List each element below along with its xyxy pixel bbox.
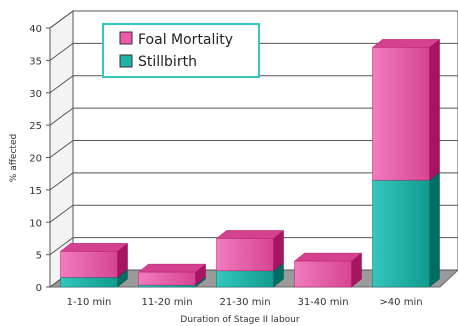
grid-diagonal [49, 172, 74, 191]
x-axis-ticks: 1-10 min 11-20 min 21-30 min 31-40 min >40 m… [67, 297, 423, 308]
bar-foal-mortality [216, 238, 274, 272]
y-axis-title: % affected [9, 134, 19, 182]
y-tick-label: 25 [29, 121, 42, 132]
x-tick-label: >40 min [379, 297, 422, 308]
bar-stillbirth [138, 284, 196, 288]
bar-stillbirth [372, 179, 430, 288]
legend-swatch-stillbirth [119, 54, 133, 68]
bar-foal-mortality [294, 260, 352, 288]
grid-diagonal [49, 107, 74, 126]
grid-diagonal [49, 204, 74, 223]
y-tick-label: 40 [29, 24, 42, 35]
x-axis-title: Duration of Stage II labour [180, 315, 299, 325]
y-tick-label: 30 [29, 89, 42, 100]
bar-foal-mortality [372, 47, 430, 181]
y-tick-label: 5 [36, 251, 42, 262]
bar-stillbirth [60, 277, 118, 288]
bar-stillbirth [216, 270, 274, 288]
bar-top-foal-mortality [215, 230, 285, 239]
x-tick-label: 31-40 min [297, 297, 348, 308]
bar-top-foal-mortality [59, 243, 129, 252]
y-axis-ticks: 0 5 10 15 20 25 30 35 40 [29, 24, 50, 294]
legend-label-stillbirth: Stillbirth [138, 54, 197, 70]
bars [59, 38, 441, 288]
grid-diagonal [49, 75, 74, 94]
legend-label-foal-mortality: Foal Mortality [138, 32, 233, 48]
y-tick-label: 10 [29, 218, 42, 229]
x-tick-label: 11-20 min [141, 297, 192, 308]
y-tick-label: 20 [29, 154, 42, 165]
y-tick-label: 0 [36, 283, 42, 294]
y-tick-label: 15 [29, 186, 42, 197]
x-tick-label: 21-30 min [219, 297, 270, 308]
x-tick-label: 1-10 min [67, 297, 112, 308]
bar-top-foal-mortality [137, 263, 207, 273]
bar-side-foal-mortality [429, 38, 440, 181]
legend-swatch-foal-mortality [119, 31, 133, 45]
grid-diagonal [49, 237, 74, 256]
grid-diagonal [49, 140, 74, 158]
bar-foal-mortality [60, 251, 118, 278]
legend: Foal Mortality Stillbirth [102, 23, 260, 78]
grid-diagonal [49, 42, 74, 61]
bar-side-stillbirth [429, 171, 440, 288]
bar-foal-mortality [138, 271, 196, 286]
bar-top-foal-mortality [293, 252, 363, 262]
grid-diagonal [49, 10, 74, 29]
y-tick-label: 35 [29, 56, 42, 67]
bar-top-foal-mortality [371, 39, 441, 48]
